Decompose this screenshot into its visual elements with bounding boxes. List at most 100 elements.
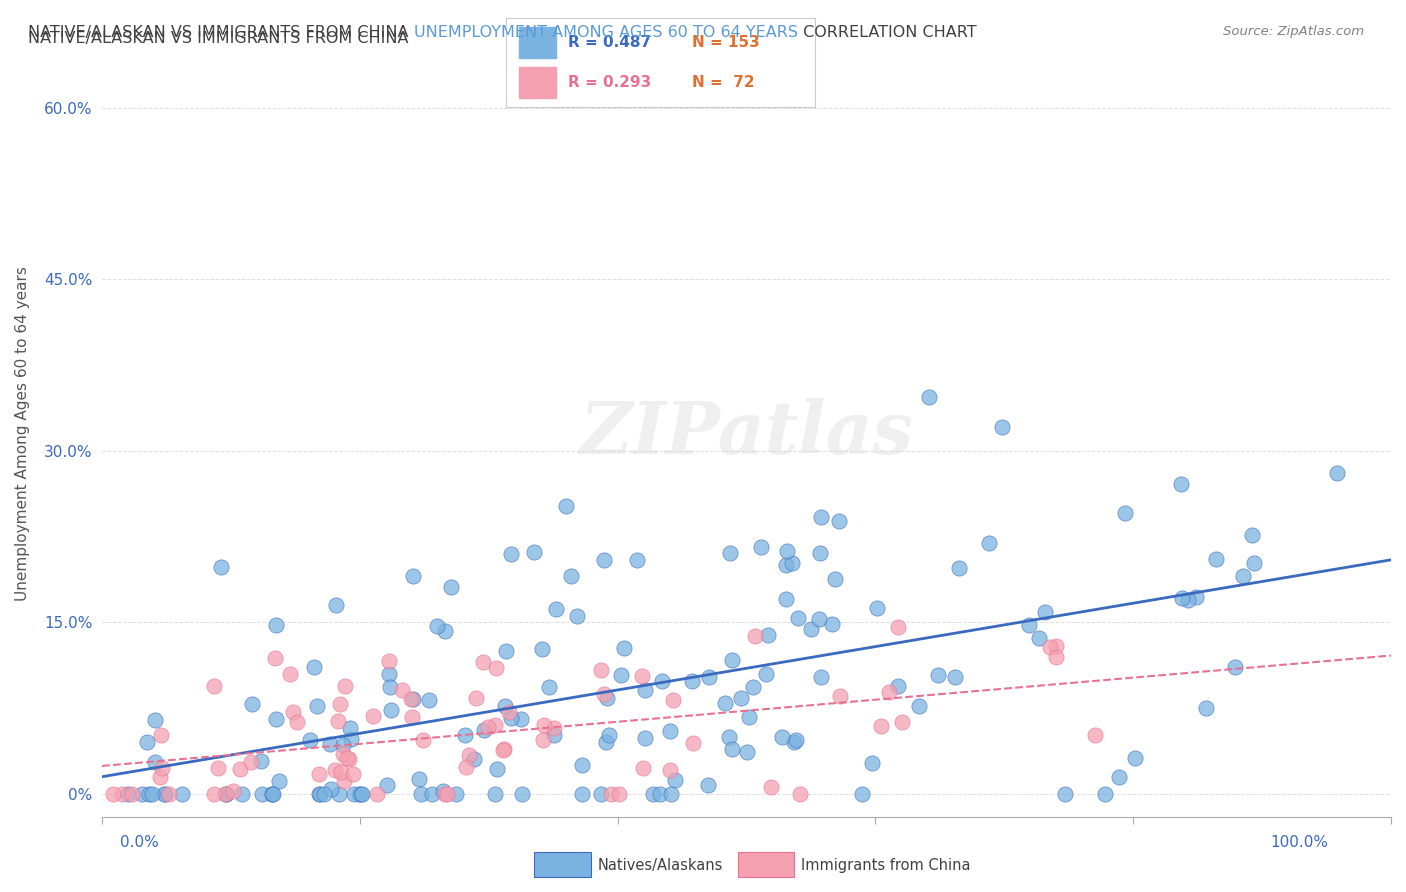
Point bbox=[860, 756, 883, 771]
Point bbox=[610, 668, 633, 682]
Point bbox=[744, 629, 766, 643]
Point bbox=[927, 668, 949, 682]
Point bbox=[143, 713, 166, 727]
Point bbox=[401, 710, 423, 724]
Point bbox=[1195, 701, 1218, 715]
Bar bbox=[519, 67, 555, 98]
Point bbox=[420, 787, 443, 801]
Point bbox=[350, 787, 373, 801]
Point bbox=[1243, 556, 1265, 570]
Point bbox=[378, 666, 401, 681]
Point bbox=[138, 787, 160, 801]
Point bbox=[631, 668, 654, 682]
Point bbox=[1170, 477, 1192, 491]
Point bbox=[770, 730, 793, 744]
Point bbox=[776, 543, 799, 558]
Point bbox=[948, 561, 970, 575]
Point bbox=[323, 763, 346, 777]
Point bbox=[571, 758, 593, 772]
Point bbox=[600, 787, 623, 801]
Point bbox=[231, 787, 253, 801]
Point bbox=[821, 616, 844, 631]
Text: N = 153: N = 153 bbox=[692, 36, 759, 50]
Point bbox=[484, 787, 506, 801]
Text: UNEMPLOYMENT AMONG AGES 60 TO 64 YEARS: UNEMPLOYMENT AMONG AGES 60 TO 64 YEARS bbox=[413, 25, 797, 40]
Point bbox=[786, 611, 808, 625]
Point bbox=[755, 667, 778, 681]
Point bbox=[337, 752, 360, 766]
Point bbox=[531, 732, 554, 747]
Point bbox=[456, 760, 478, 774]
Point bbox=[391, 683, 413, 698]
Point bbox=[533, 718, 555, 732]
Point bbox=[1184, 590, 1206, 604]
Point bbox=[560, 569, 582, 583]
Point bbox=[375, 778, 398, 792]
Point bbox=[567, 609, 589, 624]
Point bbox=[342, 767, 364, 781]
Point bbox=[378, 654, 401, 668]
Point bbox=[150, 728, 173, 742]
Point bbox=[1033, 605, 1056, 619]
Point bbox=[758, 628, 780, 642]
Point bbox=[349, 787, 371, 801]
Point bbox=[501, 547, 523, 561]
Point bbox=[613, 640, 636, 655]
Point bbox=[433, 624, 456, 638]
Point bbox=[662, 693, 685, 707]
Text: NATIVE/ALASKAN VS IMMIGRANTS FROM CHINA: NATIVE/ALASKAN VS IMMIGRANTS FROM CHINA bbox=[28, 31, 413, 46]
Point bbox=[918, 391, 941, 405]
Point bbox=[319, 737, 342, 751]
Point bbox=[631, 761, 654, 775]
Point bbox=[1171, 591, 1194, 606]
Point bbox=[418, 692, 440, 706]
Point bbox=[648, 787, 671, 801]
Point bbox=[328, 787, 350, 801]
Bar bbox=[519, 27, 555, 58]
Point bbox=[141, 787, 163, 801]
Point bbox=[319, 781, 342, 796]
Point bbox=[808, 612, 831, 626]
Point bbox=[305, 698, 328, 713]
Text: NATIVE/ALASKAN VS IMMIGRANTS FROM CHINA: NATIVE/ALASKAN VS IMMIGRANTS FROM CHINA bbox=[28, 25, 413, 40]
Point bbox=[789, 787, 811, 801]
Text: N =  72: N = 72 bbox=[692, 76, 755, 90]
Point bbox=[1054, 787, 1077, 801]
Point bbox=[472, 723, 495, 738]
Point bbox=[308, 787, 330, 801]
Point bbox=[696, 779, 718, 793]
Point bbox=[682, 736, 704, 750]
Point bbox=[943, 670, 966, 684]
Point bbox=[453, 728, 475, 742]
Point bbox=[737, 745, 759, 759]
Point bbox=[634, 682, 657, 697]
Y-axis label: Unemployment Among Ages 60 to 64 years: Unemployment Among Ages 60 to 64 years bbox=[15, 266, 30, 601]
Point bbox=[641, 787, 664, 801]
Point bbox=[543, 728, 565, 742]
Point bbox=[472, 655, 495, 669]
Text: Source: ZipAtlas.com: Source: ZipAtlas.com bbox=[1223, 25, 1364, 38]
Point bbox=[1084, 728, 1107, 742]
Point bbox=[339, 731, 361, 746]
Point bbox=[697, 669, 720, 683]
Point bbox=[1045, 639, 1067, 653]
Point bbox=[229, 762, 252, 776]
Point bbox=[749, 541, 772, 555]
Point bbox=[202, 787, 225, 801]
Point bbox=[262, 787, 284, 801]
Point bbox=[626, 553, 648, 567]
Point bbox=[721, 653, 744, 667]
Point bbox=[170, 787, 193, 801]
Point bbox=[240, 755, 263, 769]
Point bbox=[808, 545, 831, 559]
Point bbox=[1094, 787, 1116, 801]
Point bbox=[510, 787, 533, 801]
Point bbox=[484, 717, 506, 731]
Text: 0.0%: 0.0% bbox=[120, 836, 159, 850]
Point bbox=[361, 708, 384, 723]
Point bbox=[402, 569, 425, 583]
Point bbox=[350, 787, 373, 801]
Point bbox=[659, 724, 682, 739]
Point bbox=[1028, 631, 1050, 645]
Point bbox=[713, 696, 735, 710]
